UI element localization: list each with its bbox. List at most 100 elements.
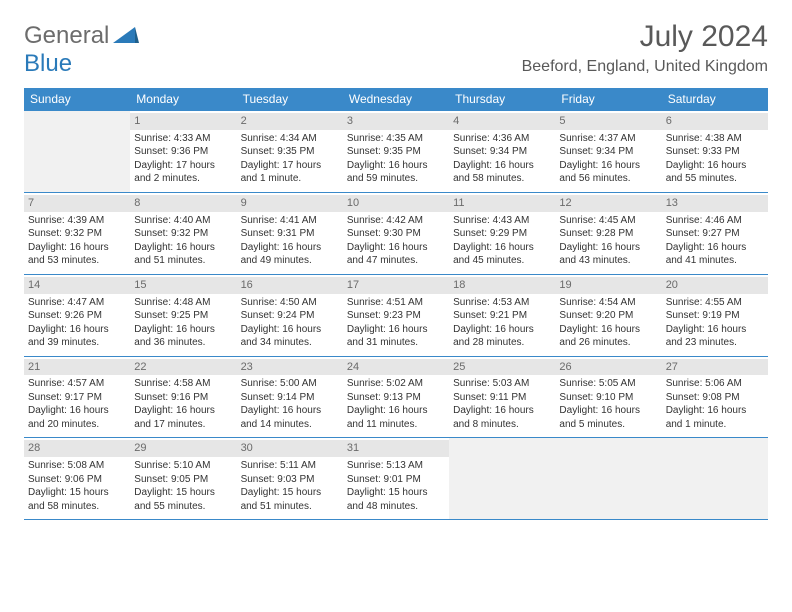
sunrise-text: Sunrise: 4:53 AM	[453, 296, 551, 310]
sunrise-text: Sunrise: 4:51 AM	[347, 296, 445, 310]
sunrise-text: Sunrise: 4:37 AM	[559, 132, 657, 146]
daylight-text: Daylight: 16 hours and 55 minutes.	[666, 159, 764, 186]
sunrise-text: Sunrise: 4:40 AM	[134, 214, 232, 228]
sunrise-text: Sunrise: 5:06 AM	[666, 377, 764, 391]
sunset-text: Sunset: 9:30 PM	[347, 227, 445, 241]
daylight-text: Daylight: 17 hours and 2 minutes.	[134, 159, 232, 186]
daylight-text: Daylight: 16 hours and 39 minutes.	[28, 323, 126, 350]
week-row: 7Sunrise: 4:39 AMSunset: 9:32 PMDaylight…	[24, 192, 768, 274]
daylight-text: Daylight: 16 hours and 53 minutes.	[28, 241, 126, 268]
day-cell: 23Sunrise: 5:00 AMSunset: 9:14 PMDayligh…	[237, 357, 343, 438]
daylight-text: Daylight: 15 hours and 48 minutes.	[347, 486, 445, 513]
day-number: 17	[343, 277, 449, 294]
day-number: 30	[237, 440, 343, 457]
weekday-saturday: Saturday	[662, 88, 768, 110]
sunset-text: Sunset: 9:21 PM	[453, 309, 551, 323]
day-number: 19	[555, 277, 661, 294]
day-cell: 17 Sunrise: 4:51 AMSunset: 9:23 PMDayligh…	[343, 275, 449, 356]
sunrise-text: Sunrise: 4:47 AM	[28, 296, 126, 310]
sunrise-text: Sunrise: 4:43 AM	[453, 214, 551, 228]
day-cell: 8 Sunrise: 4:40 AMSunset: 9:32 PMDaylight…	[130, 193, 236, 274]
sunrise-text: Sunrise: 4:38 AM	[666, 132, 764, 146]
sunrise-text: Sunrise: 4:54 AM	[559, 296, 657, 310]
daylight-text: Daylight: 17 hours and 1 minute.	[241, 159, 339, 186]
day-number: 27	[662, 359, 768, 376]
weekday-thursday: Thursday	[449, 88, 555, 110]
empty-cell	[662, 438, 768, 519]
sunrise-text: Sunrise: 4:58 AM	[134, 377, 232, 391]
sunset-text: Sunset: 9:23 PM	[347, 309, 445, 323]
sunrise-text: Sunrise: 4:50 AM	[241, 296, 339, 310]
week-row: 28Sunrise: 5:08 AMSunset: 9:06 PMDayligh…	[24, 437, 768, 519]
sunset-text: Sunset: 9:35 PM	[347, 145, 445, 159]
daylight-text: Daylight: 16 hours and 31 minutes.	[347, 323, 445, 350]
day-number: 6	[662, 113, 768, 130]
day-number: 1	[130, 113, 236, 130]
sunset-text: Sunset: 9:28 PM	[559, 227, 657, 241]
day-cell: 1Sunrise: 4:33 AMSunset: 9:36 PMDaylight…	[130, 111, 236, 192]
daylight-text: Daylight: 16 hours and 14 minutes.	[241, 404, 339, 431]
day-cell: 25Sunrise: 5:03 AMSunset: 9:11 PMDayligh…	[449, 357, 555, 438]
daylight-text: Daylight: 16 hours and 47 minutes.	[347, 241, 445, 268]
month-title: July 2024	[522, 20, 768, 54]
sunrise-text: Sunrise: 5:02 AM	[347, 377, 445, 391]
day-number: 24	[343, 359, 449, 376]
day-number: 25	[449, 359, 555, 376]
day-number: 31	[343, 440, 449, 457]
sunrise-text: Sunrise: 4:35 AM	[347, 132, 445, 146]
daylight-text: Daylight: 16 hours and 8 minutes.	[453, 404, 551, 431]
daylight-text: Daylight: 16 hours and 41 minutes.	[666, 241, 764, 268]
day-cell: 22Sunrise: 4:58 AMSunset: 9:16 PMDayligh…	[130, 357, 236, 438]
sunrise-text: Sunrise: 5:08 AM	[28, 459, 126, 473]
week-row: 1Sunrise: 4:33 AMSunset: 9:36 PMDaylight…	[24, 110, 768, 192]
day-number: 11	[449, 195, 555, 212]
day-cell: 3Sunrise: 4:35 AMSunset: 9:35 PMDaylight…	[343, 111, 449, 192]
sunset-text: Sunset: 9:26 PM	[28, 309, 126, 323]
empty-cell	[555, 438, 661, 519]
day-number: 21	[24, 359, 130, 376]
day-cell: 2Sunrise: 4:34 AMSunset: 9:35 PMDaylight…	[237, 111, 343, 192]
weekday-wednesday: Wednesday	[343, 88, 449, 110]
day-cell: 6Sunrise: 4:38 AMSunset: 9:33 PMDaylight…	[662, 111, 768, 192]
sunset-text: Sunset: 9:17 PM	[28, 391, 126, 405]
daylight-text: Daylight: 16 hours and 1 minute.	[666, 404, 764, 431]
day-number: 22	[130, 359, 236, 376]
sunrise-text: Sunrise: 4:34 AM	[241, 132, 339, 146]
sunrise-text: Sunrise: 5:05 AM	[559, 377, 657, 391]
day-number: 14	[24, 277, 130, 294]
day-cell: 15Sunrise: 4:48 AMSunset: 9:25 PMDayligh…	[130, 275, 236, 356]
day-number: 10	[343, 195, 449, 212]
logo-triangle-icon	[113, 22, 139, 50]
sunrise-text: Sunrise: 5:13 AM	[347, 459, 445, 473]
sunset-text: Sunset: 9:32 PM	[134, 227, 232, 241]
daylight-text: Daylight: 16 hours and 26 minutes.	[559, 323, 657, 350]
sunrise-text: Sunrise: 4:55 AM	[666, 296, 764, 310]
title-block: July 2024 Beeford, England, United Kingd…	[522, 20, 768, 76]
sunrise-text: Sunrise: 4:39 AM	[28, 214, 126, 228]
daylight-text: Daylight: 16 hours and 51 minutes.	[134, 241, 232, 268]
day-number: 9	[237, 195, 343, 212]
sunset-text: Sunset: 9:35 PM	[241, 145, 339, 159]
week-row: 14Sunrise: 4:47 AMSunset: 9:26 PMDayligh…	[24, 274, 768, 356]
day-cell: 26Sunrise: 5:05 AMSunset: 9:10 PMDayligh…	[555, 357, 661, 438]
sunset-text: Sunset: 9:06 PM	[28, 473, 126, 487]
daylight-text: Daylight: 16 hours and 45 minutes.	[453, 241, 551, 268]
sunset-text: Sunset: 9:05 PM	[134, 473, 232, 487]
empty-cell	[449, 438, 555, 519]
day-cell: 24Sunrise: 5:02 AMSunset: 9:13 PMDayligh…	[343, 357, 449, 438]
sunrise-text: Sunrise: 4:33 AM	[134, 132, 232, 146]
sunset-text: Sunset: 9:29 PM	[453, 227, 551, 241]
sunset-text: Sunset: 9:20 PM	[559, 309, 657, 323]
sunset-text: Sunset: 9:10 PM	[559, 391, 657, 405]
sunset-text: Sunset: 9:03 PM	[241, 473, 339, 487]
sunrise-text: Sunrise: 4:45 AM	[559, 214, 657, 228]
sunrise-text: Sunrise: 5:10 AM	[134, 459, 232, 473]
sunset-text: Sunset: 9:34 PM	[453, 145, 551, 159]
daylight-text: Daylight: 16 hours and 56 minutes.	[559, 159, 657, 186]
sunset-text: Sunset: 9:31 PM	[241, 227, 339, 241]
day-number: 15	[130, 277, 236, 294]
day-number: 3	[343, 113, 449, 130]
day-cell: 7Sunrise: 4:39 AMSunset: 9:32 PMDaylight…	[24, 193, 130, 274]
sunrise-text: Sunrise: 5:03 AM	[453, 377, 551, 391]
day-number: 8	[130, 195, 236, 212]
